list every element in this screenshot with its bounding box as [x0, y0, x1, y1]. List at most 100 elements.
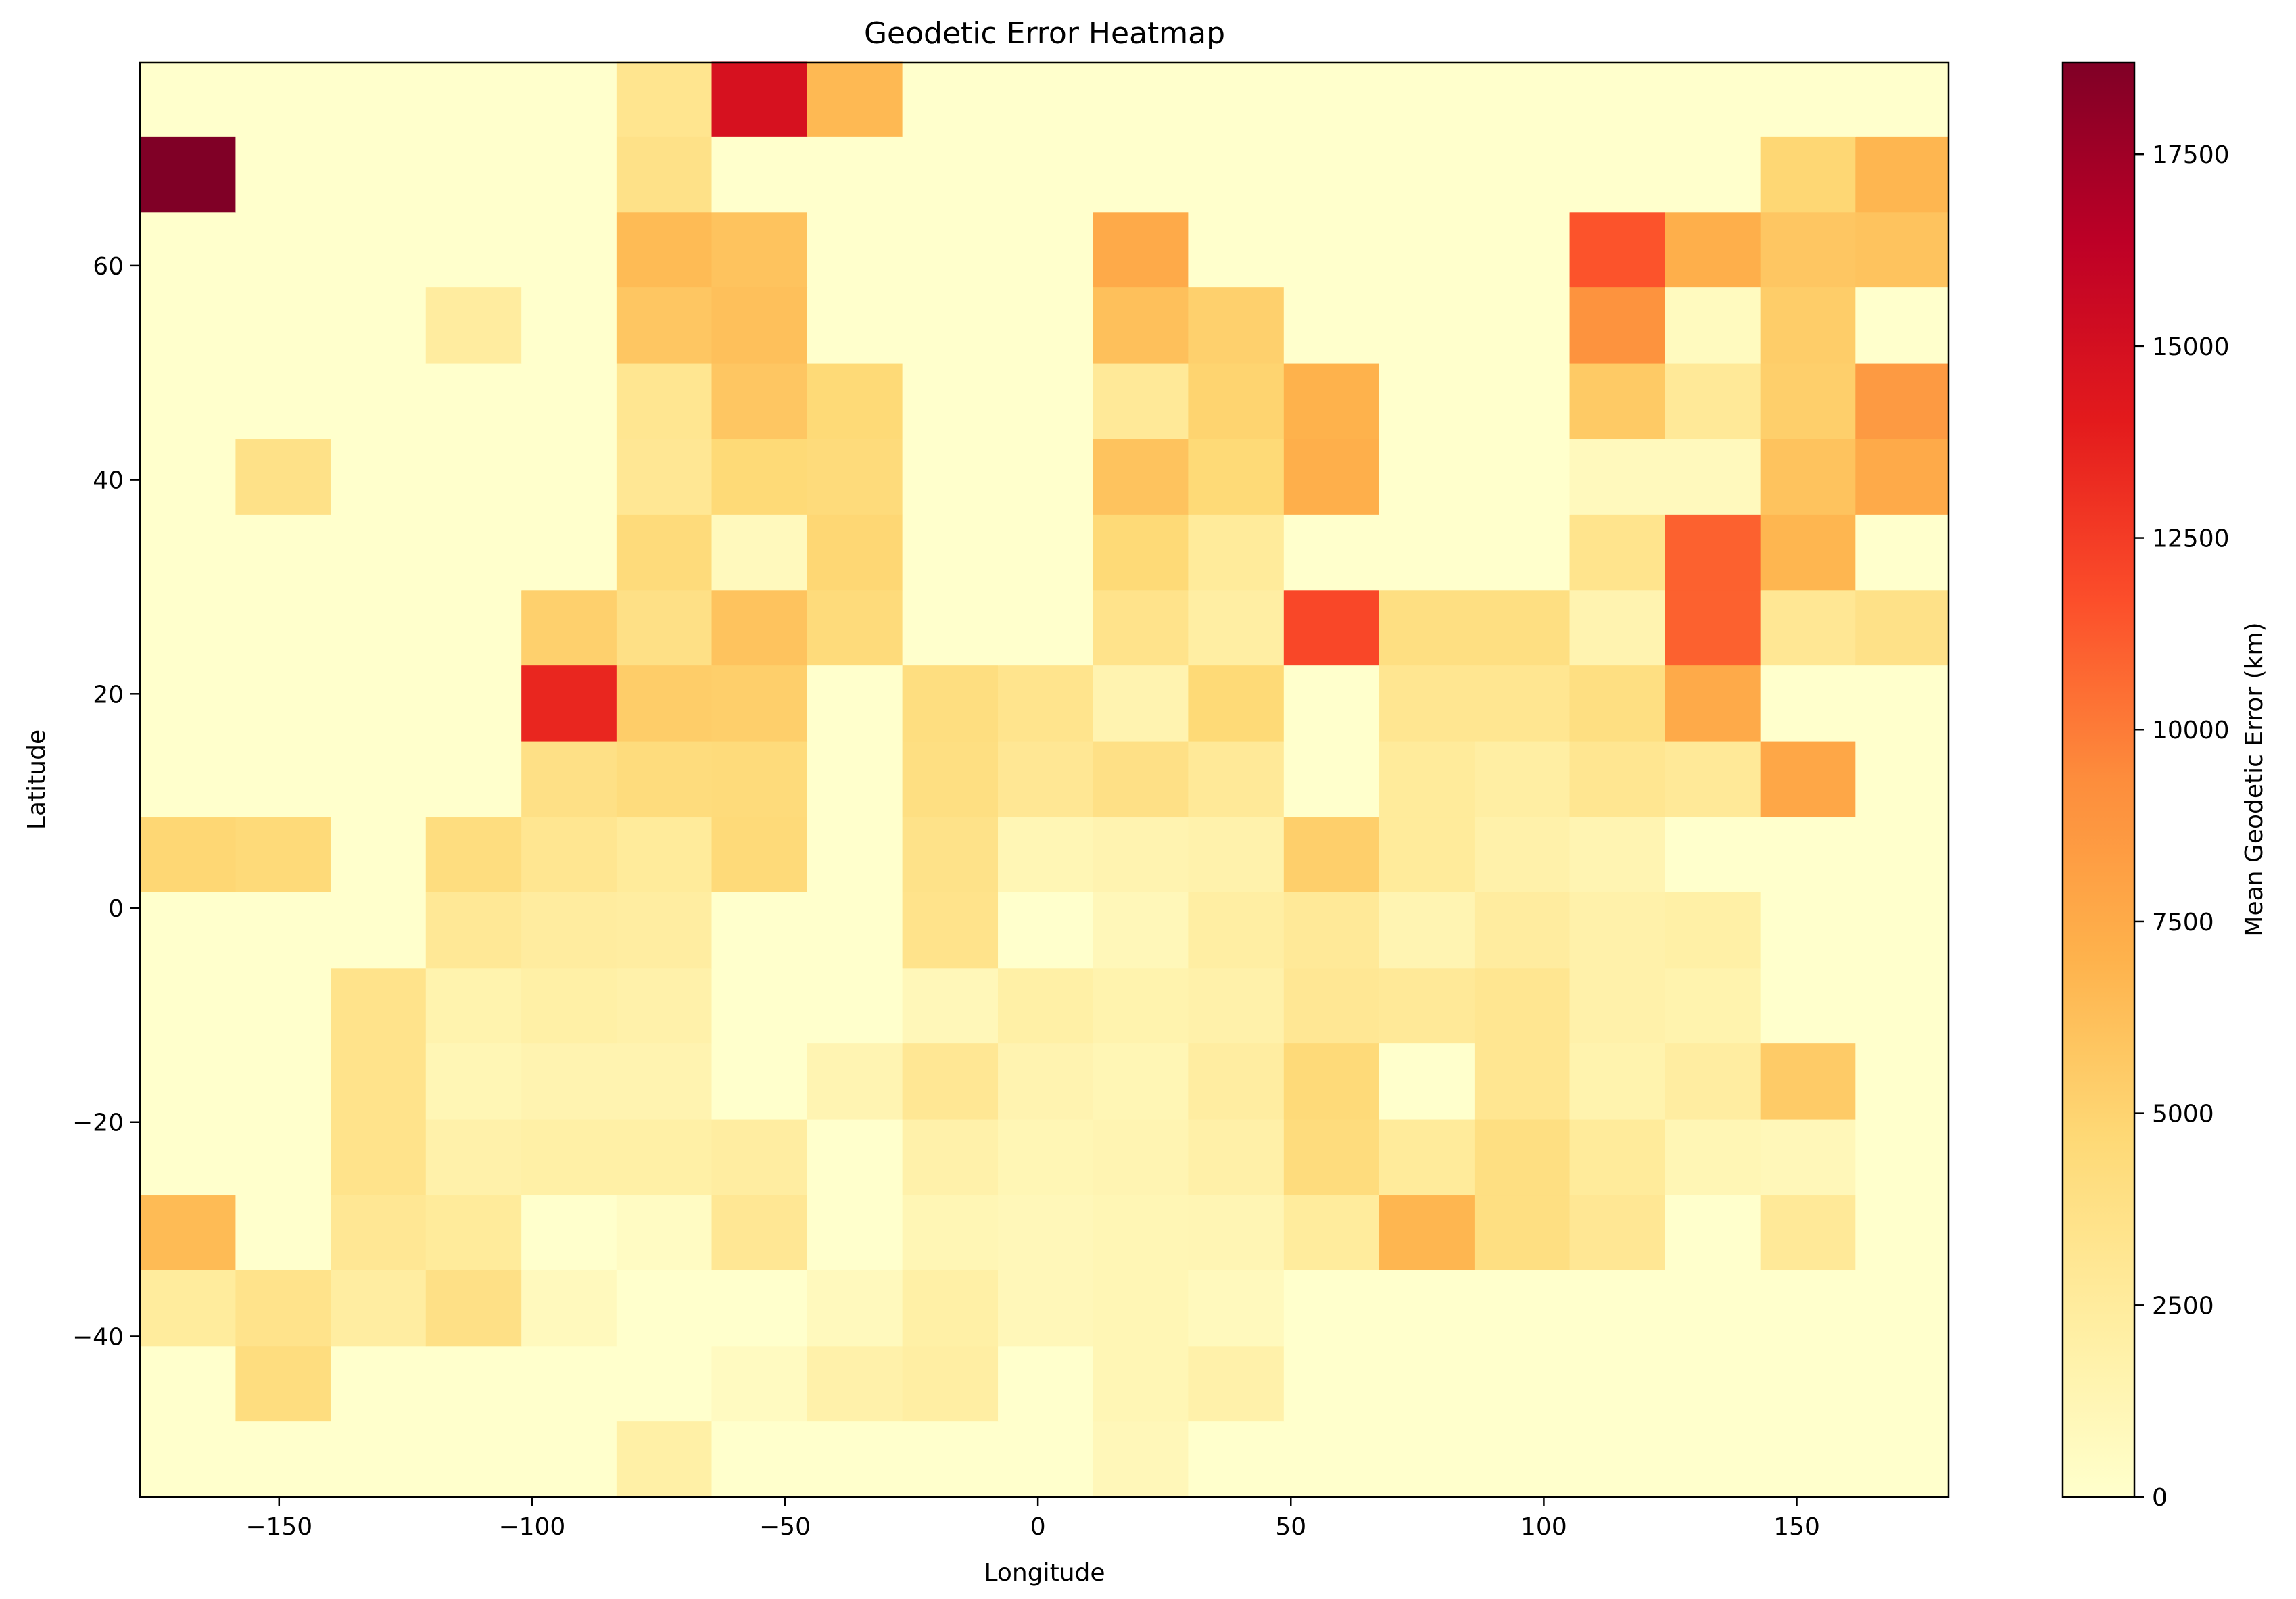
heatmap-cell: [425, 1043, 522, 1120]
heatmap-cell: [1093, 1270, 1189, 1347]
heatmap-cell: [1569, 212, 1665, 288]
heatmap-cell: [1474, 740, 1571, 818]
heatmap-cell: [711, 1119, 808, 1196]
heatmap-cell: [616, 136, 713, 213]
heatmap-cell: [1188, 817, 1285, 892]
heatmap-cell: [521, 590, 617, 666]
heatmap-cell: [1093, 1043, 1189, 1120]
heatmap-cell: [521, 362, 617, 440]
heatmap-cell: [902, 1195, 999, 1270]
colorbar-tick-label: 5000: [2152, 1101, 2214, 1128]
heatmap-cell: [1283, 1270, 1380, 1347]
heatmap-cell: [998, 1119, 1094, 1196]
heatmap-cell: [1093, 136, 1189, 213]
heatmap-cell: [331, 1421, 427, 1498]
heatmap-cell: [235, 1421, 331, 1498]
heatmap-cell: [1855, 740, 1949, 818]
heatmap-cell: [1760, 136, 1856, 213]
heatmap-cell: [425, 362, 522, 440]
heatmap-cell: [1283, 61, 1380, 137]
heatmap-cell: [1855, 665, 1949, 742]
heatmap-cell: [140, 136, 237, 213]
heatmap-cell: [1188, 362, 1285, 440]
heatmap-cell: [1569, 1270, 1665, 1347]
heatmap-cell: [998, 1195, 1094, 1270]
heatmap-cell: [1760, 1119, 1856, 1196]
heatmap-cell: [1379, 1345, 1475, 1422]
heatmap-cell: [1093, 287, 1189, 364]
heatmap-cell: [711, 590, 808, 666]
colorbar-tick-label: 10000: [2152, 717, 2230, 744]
heatmap-cell: [1283, 287, 1380, 364]
heatmap-cell: [998, 665, 1094, 742]
heatmap-cell: [235, 136, 331, 213]
chart-title: Geodetic Error Heatmap: [864, 16, 1225, 51]
heatmap-cell: [1379, 136, 1475, 213]
heatmap-cell: [1569, 1195, 1665, 1270]
heatmap-cell: [1188, 287, 1285, 364]
heatmap-cell: [807, 439, 903, 515]
heatmap-cell: [1569, 817, 1665, 892]
heatmap-cell: [1379, 968, 1475, 1044]
heatmap-cell: [1855, 1195, 1949, 1270]
heatmap-cell: [616, 1043, 713, 1120]
heatmap-cell: [1188, 665, 1285, 742]
heatmap-cell: [1188, 212, 1285, 288]
heatmap-cell: [1855, 1345, 1949, 1422]
heatmap-cell: [331, 514, 427, 591]
heatmap-cell: [1283, 590, 1380, 666]
heatmap-cell: [1188, 61, 1285, 137]
heatmap-cell: [140, 1195, 237, 1270]
heatmap-cell: [711, 362, 808, 440]
heatmap-cell: [1569, 1043, 1665, 1120]
x-tick-label: −50: [759, 1513, 811, 1541]
heatmap-cell: [1665, 1119, 1761, 1196]
colorbar-axis: 0 2500 5000 7500 10000 12500 15000 17500: [2134, 141, 2230, 1512]
heatmap-cell: [998, 1043, 1094, 1120]
heatmap-cell: [807, 212, 903, 288]
heatmap-cell: [331, 136, 427, 213]
heatmap-cell: [1379, 1270, 1475, 1347]
heatmap-cell: [998, 61, 1094, 137]
heatmap-cell: [331, 1270, 427, 1347]
heatmap-cell: [1379, 362, 1475, 440]
heatmap-cell: [1474, 514, 1571, 591]
heatmap-cell: [711, 136, 808, 213]
heatmap-cell: [1188, 968, 1285, 1044]
heatmap-cell: [1665, 1270, 1761, 1347]
colorbar-tick-label: 17500: [2152, 141, 2230, 169]
heatmap-cell: [1188, 1270, 1285, 1347]
heatmap-cell: [1283, 362, 1380, 440]
heatmap-cell: [425, 892, 522, 969]
heatmap-cell: [711, 665, 808, 742]
heatmap-cell: [902, 1119, 999, 1196]
heatmap-cell: [1760, 590, 1856, 666]
heatmap-cell: [1665, 136, 1761, 213]
heatmap-cell: [807, 1345, 903, 1422]
heatmap-cell: [140, 61, 237, 137]
heatmap-cell: [711, 1345, 808, 1422]
heatmap-cell: [1283, 740, 1380, 818]
heatmap-cell: [616, 1270, 713, 1347]
heatmap-cell: [711, 212, 808, 288]
heatmap-cell: [1379, 590, 1475, 666]
heatmap-cell: [425, 1195, 522, 1270]
heatmap-cell: [331, 1119, 427, 1196]
heatmap-cell: [425, 1345, 522, 1422]
heatmap-cell: [331, 61, 427, 137]
heatmap-cell: [331, 362, 427, 440]
heatmap-cell: [1188, 439, 1285, 515]
colorbar-tick-label: 12500: [2152, 525, 2230, 553]
heatmap-cell: [425, 1270, 522, 1347]
heatmap-cell: [1379, 287, 1475, 364]
heatmap-cell: [902, 1270, 999, 1347]
heatmap-cell: [616, 892, 713, 969]
y-tick-label: 20: [93, 681, 124, 709]
heatmap-cell: [1283, 439, 1380, 515]
heatmap-cell: [1665, 968, 1761, 1044]
heatmap-cell: [1569, 1119, 1665, 1196]
y-tick-label: −20: [72, 1109, 124, 1137]
heatmap-cell: [140, 817, 237, 892]
heatmap-cell: [1379, 817, 1475, 892]
